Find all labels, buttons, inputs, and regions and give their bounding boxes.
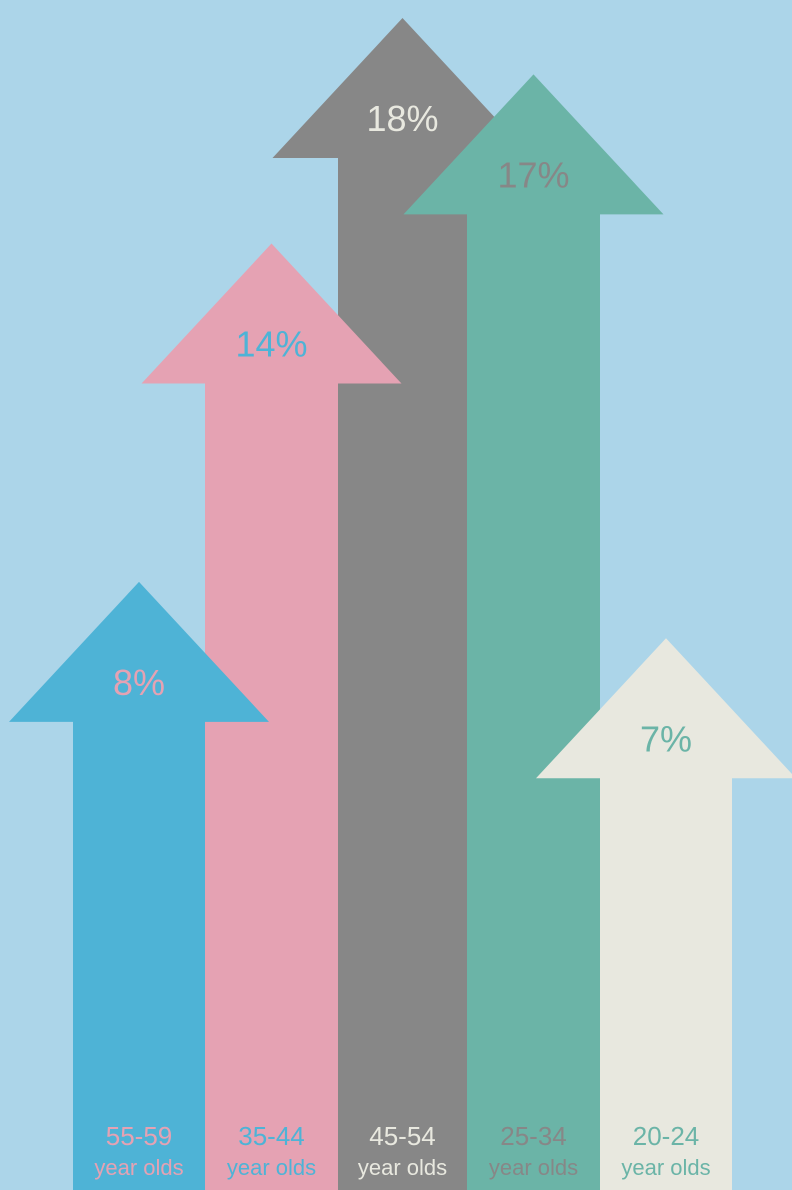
category-sublabel: year olds — [358, 1155, 447, 1180]
category-sublabel: year olds — [621, 1155, 710, 1180]
category-sublabel: year olds — [227, 1155, 316, 1180]
bar-group-55-59: 8% — [9, 581, 269, 1190]
data-label: 18% — [366, 98, 438, 139]
category-label: 45-54 — [369, 1121, 436, 1151]
bar-arrow — [536, 638, 792, 1190]
bar-arrow — [141, 243, 402, 1190]
data-label: 7% — [640, 718, 692, 759]
category-label: 25-34 — [500, 1121, 567, 1151]
bar-group-20-24: 7% — [536, 638, 792, 1190]
bar-arrow — [272, 18, 533, 1190]
data-label: 14% — [235, 324, 307, 365]
category-sublabel: year olds — [94, 1155, 183, 1180]
bar-group-25-34: 17% — [403, 74, 664, 1190]
category-sublabel: year olds — [489, 1155, 578, 1180]
bar-arrow — [403, 74, 664, 1190]
category-label: 35-44 — [238, 1121, 305, 1151]
bar-arrow — [9, 581, 269, 1190]
bar-group-45-54: 18% — [272, 18, 533, 1190]
data-label: 8% — [113, 662, 165, 703]
data-label: 17% — [497, 154, 569, 195]
category-label: 55-59 — [106, 1121, 173, 1151]
category-label: 20-24 — [633, 1121, 700, 1151]
bar-group-35-44: 14% — [141, 243, 402, 1190]
